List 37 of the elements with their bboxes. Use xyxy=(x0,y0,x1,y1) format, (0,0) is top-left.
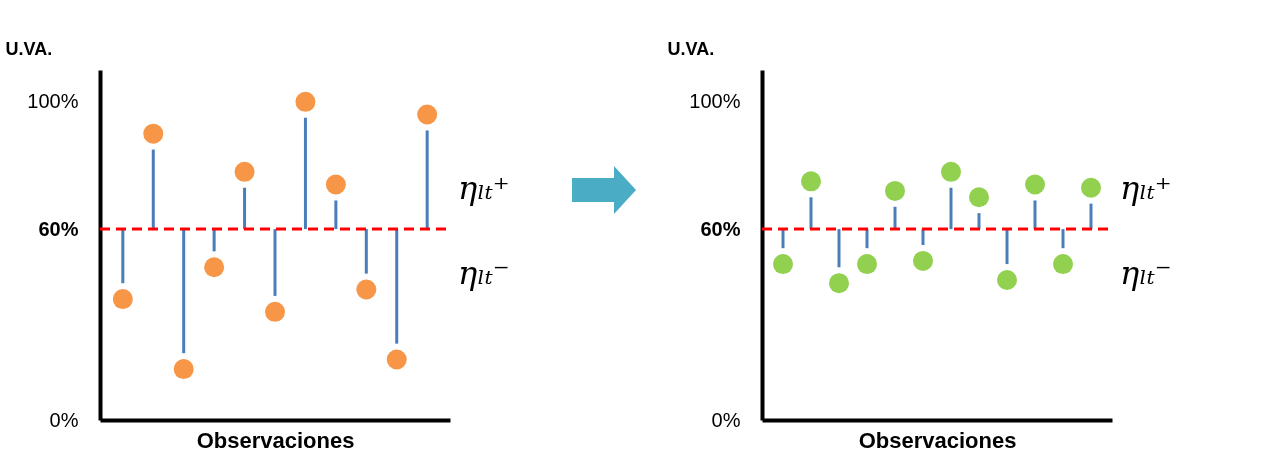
point xyxy=(913,250,933,271)
point xyxy=(941,161,961,182)
point xyxy=(265,301,285,322)
text: ηₗₜ⁺ xyxy=(458,169,510,208)
y-axis-title: U.VA. xyxy=(667,38,715,59)
point xyxy=(857,254,877,275)
point xyxy=(997,270,1017,290)
text: ηₗₜ⁺ xyxy=(1120,169,1172,208)
point xyxy=(773,254,793,275)
point xyxy=(801,171,821,192)
point xyxy=(885,180,905,201)
point xyxy=(295,91,316,112)
y-tick-label: 60% xyxy=(700,217,741,240)
point xyxy=(356,279,377,300)
y-tick-label: 0% xyxy=(49,408,79,431)
point xyxy=(112,289,133,310)
point xyxy=(234,161,255,182)
y-tick-label: 100% xyxy=(27,90,79,113)
point xyxy=(204,257,225,278)
point xyxy=(386,349,407,370)
x-axis-title: Observaciones xyxy=(196,427,355,453)
y-axis-title: U.VA. xyxy=(5,38,53,59)
point xyxy=(829,273,849,294)
x-axis-title: Observaciones xyxy=(858,427,1017,453)
point xyxy=(325,174,346,195)
y-tick-label: 100% xyxy=(689,90,741,113)
point xyxy=(173,359,194,380)
point xyxy=(1025,174,1045,195)
y-tick-label: 60% xyxy=(38,217,79,240)
text: ηₗₜ⁻ xyxy=(1120,254,1172,293)
point xyxy=(417,104,438,125)
point xyxy=(1081,177,1101,198)
point xyxy=(1053,254,1073,275)
point xyxy=(143,123,164,144)
text: ηₗₜ⁻ xyxy=(458,254,510,293)
point xyxy=(969,187,989,208)
y-tick-label: 0% xyxy=(711,408,741,431)
